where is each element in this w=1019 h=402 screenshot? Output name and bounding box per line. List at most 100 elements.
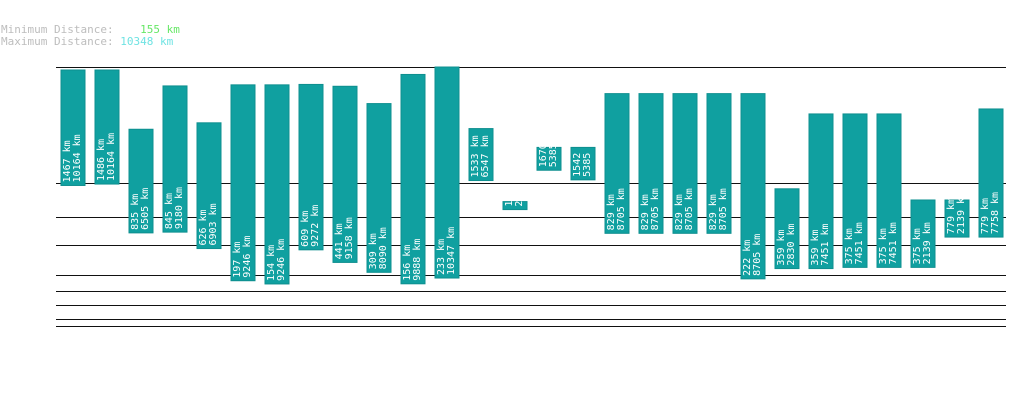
bar-max-label: 9246 km — [276, 239, 287, 281]
bar — [706, 93, 732, 234]
bar-min-label: 375 km — [878, 228, 889, 264]
bar — [536, 146, 562, 171]
bar-min-label: 1670 km — [538, 125, 549, 167]
bar — [978, 108, 1004, 238]
bar — [298, 83, 324, 251]
min-distance-row: Minimum Distance: 155 km — [1, 24, 180, 36]
bar-min-label: 1486 km — [96, 139, 107, 181]
bar — [774, 188, 800, 270]
bar-max-label: 8705 km — [616, 188, 627, 230]
bar-group: 779 km 2139 km — [944, 192, 970, 238]
bar-max-label: 6547 km — [480, 135, 491, 177]
bar-min-label: 375 km — [844, 228, 855, 264]
bar-group: 156 km 9888 km — [400, 73, 426, 285]
bar-min-label: 1533 km — [470, 135, 481, 177]
bar-group: 359 km 7451 km — [808, 113, 834, 270]
bar-min-label: 309 km — [368, 233, 379, 269]
bar-max-label: 6903 km — [208, 203, 219, 245]
bar — [808, 113, 834, 270]
bar — [638, 93, 664, 234]
bar-group: 1486 km 10164 km — [94, 69, 120, 185]
bar — [434, 66, 460, 279]
bar-max-label: 10164 km — [106, 133, 117, 181]
bar-group: 222 km 8705 km — [740, 93, 766, 280]
bar-min-label: 829 km — [674, 194, 685, 230]
bar-group: 154 km 9246 km — [264, 84, 290, 285]
bar-max-label: 2 — [514, 201, 525, 207]
bar — [332, 85, 358, 263]
bar-min-label: 154 km — [266, 245, 277, 281]
bar-max-label: 7451 km — [854, 222, 865, 264]
bar-group: 779 km 7758 km — [978, 108, 1004, 238]
bar-group: 375 km 7451 km — [876, 113, 902, 268]
bar-max-label: 2830 km — [786, 223, 797, 265]
bar-min-label: 222 km — [742, 240, 753, 276]
bar-group: 1670 km 5385 km — [536, 125, 562, 171]
bar-group: 1533 km 6547 km — [468, 128, 494, 182]
bar — [468, 128, 494, 182]
bar-group: 626 km 6903 km — [196, 122, 222, 250]
bar-max-label: 8090 km — [378, 227, 389, 269]
bar — [94, 69, 120, 185]
bar-max-label: 9888 km — [412, 239, 423, 281]
bar-min-label: 626 km — [198, 209, 209, 245]
bar-max-label: 2139 km — [922, 222, 933, 264]
bar-min-label: 441 km — [334, 223, 345, 259]
bar-min-label: 233 km — [436, 239, 447, 275]
bar-group: 829 km 8705 km — [604, 93, 630, 234]
bar — [230, 84, 256, 282]
bar-min-label: 779 km — [980, 198, 991, 234]
bar — [162, 85, 188, 233]
bar — [196, 122, 222, 250]
bar — [740, 93, 766, 280]
bar-max-label: 5385 km — [548, 125, 559, 167]
bar-group: 829 km 8705 km — [672, 93, 698, 234]
bar — [128, 128, 154, 234]
bar-max-label: 7451 km — [888, 222, 899, 264]
bar-min-label: 829 km — [708, 194, 719, 230]
bar-group: 1467 km 10164 km — [60, 69, 86, 186]
bar — [672, 93, 698, 234]
bar — [876, 113, 902, 268]
bar-max-label: 8705 km — [650, 188, 661, 230]
bar-min-label: 375 km — [912, 228, 923, 264]
bar — [842, 113, 868, 268]
bar-min-label: 1 — [504, 201, 515, 207]
bar-max-label: 2139 km — [956, 192, 967, 234]
bar-max-label: 9246 km — [242, 236, 253, 278]
bar-max-label: 8705 km — [684, 188, 695, 230]
bar-min-label: 829 km — [606, 194, 617, 230]
max-distance-value: 10348 km — [120, 35, 174, 48]
bar-max-label: 9180 km — [174, 187, 185, 229]
bar-group: 309 km 8090 km — [366, 103, 392, 273]
bar-min-label: 359 km — [810, 229, 821, 265]
bar — [60, 69, 86, 186]
bar-group: 197 km 9246 km — [230, 84, 256, 282]
max-distance-row: Maximum Distance: 10348 km — [1, 36, 180, 48]
bar-max-label: 9272 km — [310, 205, 321, 247]
bar-group: 1542 km 5385 km — [570, 135, 596, 181]
bar-group: 375 km 2139 km — [910, 199, 936, 268]
bar — [570, 146, 596, 181]
bar-max-label: 7451 km — [820, 223, 831, 265]
bar — [400, 73, 426, 285]
bar — [910, 199, 936, 268]
bar-group: 609 km 9272 km — [298, 83, 324, 251]
bar-min-label: 359 km — [776, 229, 787, 265]
min-distance-label: Minimum Distance: — [1, 23, 114, 36]
distance-stats: Minimum Distance: 155 km Maximum Distanc… — [1, 24, 180, 48]
max-distance-label: Maximum Distance: — [1, 35, 114, 48]
bar-max-label: 8705 km — [752, 234, 763, 276]
bar-max-label: 8705 km — [718, 188, 729, 230]
bar-min-label: 1542 km — [572, 135, 583, 177]
bar-min-label: 829 km — [640, 194, 651, 230]
bar-max-label: 6505 km — [140, 188, 151, 230]
bar-group: 375 km 7451 km — [842, 113, 868, 268]
bar-max-label: 10347 km — [446, 227, 457, 275]
bar — [944, 199, 970, 238]
bar-max-label: 9158 km — [344, 217, 355, 259]
bar-min-label: 156 km — [402, 245, 413, 281]
bar-min-label: 609 km — [300, 211, 311, 247]
